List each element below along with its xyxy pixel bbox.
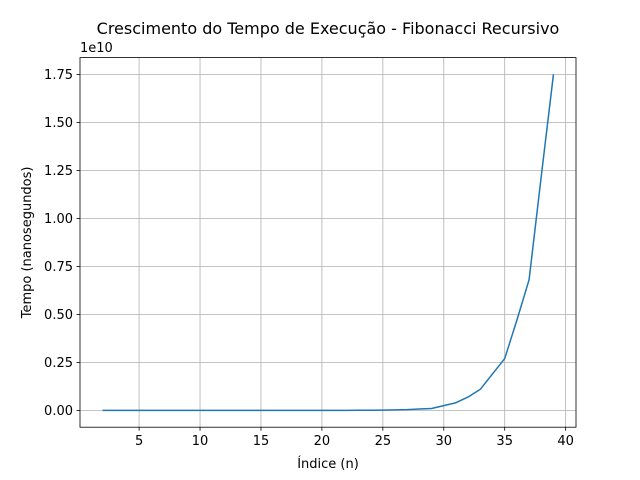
y-axis: 0.00 0.25 0.50 0.75 1.00 1.25 1.50 1.75: [44, 68, 80, 419]
x-tick-label: 40: [557, 434, 574, 449]
y-tick-label: 0.00: [44, 404, 73, 419]
x-tick-label: 30: [436, 434, 453, 449]
y-tick-label: 1.25: [44, 164, 73, 179]
y-tick-label: 1.50: [44, 116, 73, 131]
axes-frame: [79, 57, 577, 428]
x-tick-label: 20: [314, 434, 331, 449]
y-offset-text: 1e10: [80, 41, 113, 56]
x-tick-label: 10: [192, 434, 209, 449]
x-tick-label: 15: [253, 434, 270, 449]
x-tick-label: 35: [496, 434, 513, 449]
x-axis-label: Índice (n): [297, 456, 359, 472]
y-tick-label: 0.75: [44, 260, 73, 275]
x-tick-label: 5: [135, 434, 143, 449]
x-axis: 5 10 15 20 25 30 35 40: [135, 427, 574, 449]
y-tick-label: 0.50: [44, 308, 73, 323]
x-tick-label: 25: [375, 434, 392, 449]
y-tick-label: 0.25: [44, 356, 73, 371]
series-line: [102, 74, 555, 412]
y-tick-label: 1.00: [44, 212, 73, 227]
chart-title: Crescimento do Tempo de Execução - Fibon…: [97, 19, 560, 38]
grid: [80, 57, 576, 428]
plot-area: [102, 74, 555, 412]
y-axis-label: Tempo (nanosegundos): [20, 167, 35, 320]
y-tick-label: 1.75: [44, 68, 73, 83]
